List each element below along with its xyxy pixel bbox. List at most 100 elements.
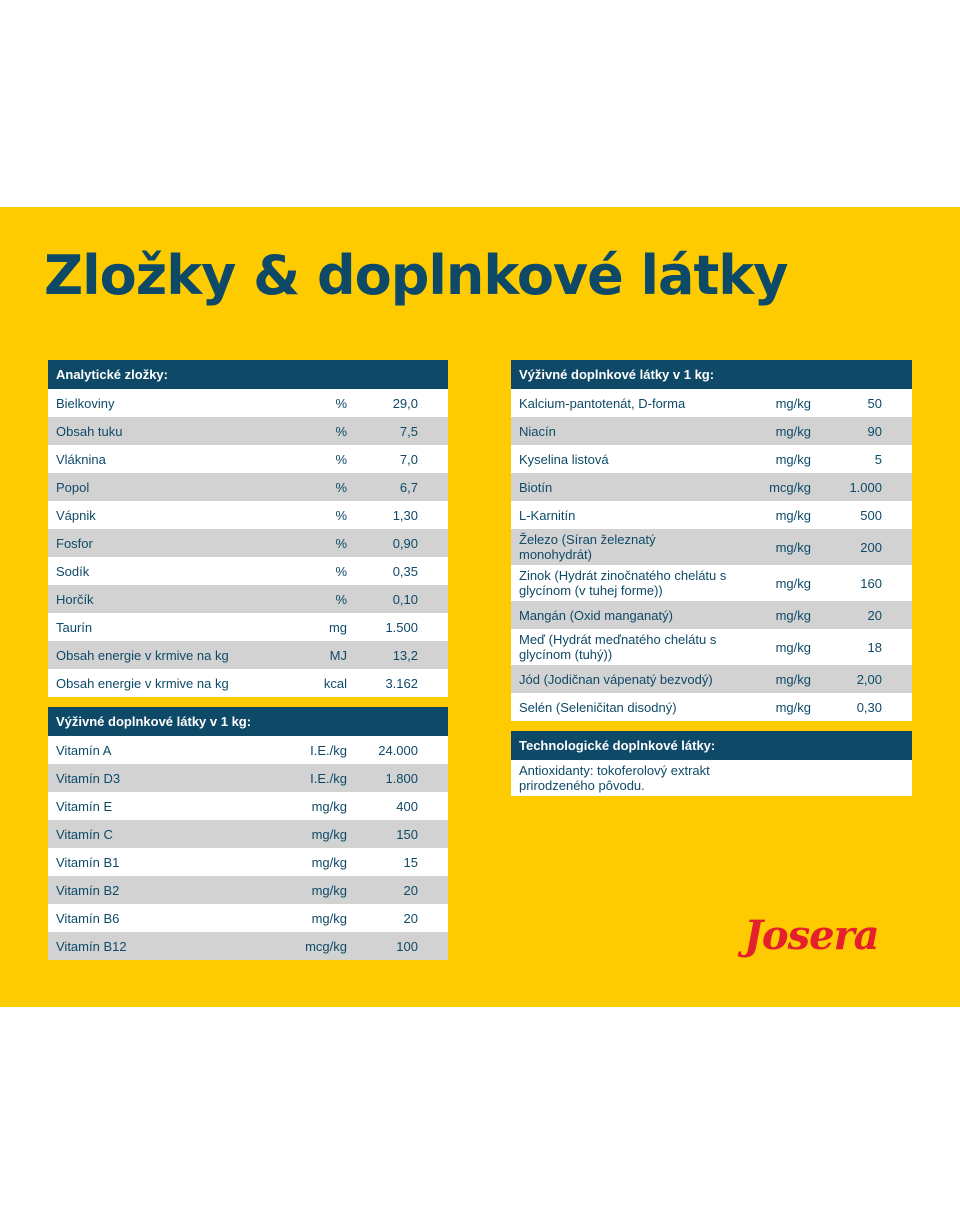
row-label: Vitamín B2	[56, 882, 120, 898]
table-row: Obsah energie v krmive na kg kcal 3.162	[48, 669, 448, 697]
table: Technologické doplnkové látky: Antioxidan…	[511, 731, 912, 796]
row-value: 150	[396, 826, 418, 842]
row-label: Selén (Seleničitan disodný)	[519, 699, 677, 715]
row-label: Zinok (Hydrát zinočnatého chelátu s glyc…	[519, 568, 727, 598]
row-unit: mg/kg	[311, 882, 347, 898]
row-label: Taurín	[56, 619, 93, 635]
row-unit: mg/kg	[311, 910, 347, 926]
table-row: Vápnik% 1,30	[48, 501, 448, 529]
row-label: Kalcium-pantotenát, D-forma	[519, 395, 686, 411]
table-row: Bielkoviny% 29,0	[48, 389, 448, 417]
table-row: Vláknina% 7,0	[48, 445, 448, 473]
row-value: 0,90	[392, 535, 418, 551]
row-label: L-Karnitín	[519, 507, 576, 523]
row-label: Popol	[56, 479, 90, 495]
table: Výživné doplnkové látky v 1 kg: Kalcium-p…	[511, 360, 912, 721]
row-unit: mg/kg	[775, 699, 811, 715]
row-unit: kcal	[323, 675, 347, 691]
table-row: Niacín mg/kg 90	[511, 417, 912, 445]
row-label: Jód (Jodičnan vápenatý bezvodý)	[519, 671, 713, 687]
row-value: 7,0	[399, 451, 418, 467]
table-row: Popol% 6,7	[48, 473, 448, 501]
row-value: 500	[860, 507, 882, 523]
table-row: Selén (Seleničitan disodný) mg/kg 0,30	[511, 693, 912, 721]
row-unit: mg/kg	[775, 507, 811, 523]
row-unit: mcg/kg	[769, 479, 811, 495]
row-unit: I.E./kg	[310, 742, 347, 758]
row-unit: mg/kg	[775, 639, 811, 655]
row-label: Niacín	[519, 423, 556, 439]
table-body: Kalcium-pantotenát, D-forma mg/kg 50 Niacín…	[511, 389, 912, 721]
row-label: Vitamín C	[56, 826, 113, 842]
row-label: Mangán (Oxid manganatý)	[519, 607, 673, 623]
table-row: Obsah energie v krmive na kg MJ 13,2	[48, 641, 448, 669]
table-body: Antioxidanty: tokoferolový extrakt priro…	[511, 760, 912, 796]
table-header: Výživné doplnkové látky v 1 kg:	[511, 360, 912, 389]
row-unit: MJ	[329, 647, 347, 663]
row-value: 1.500	[385, 619, 418, 635]
row-label: Meď (Hydrát meďnatého chelátu s glycínom…	[519, 632, 717, 662]
table-row: Jód (Jodičnan vápenatý bezvodý) mg/kg 2,00	[511, 665, 912, 693]
table-row: L-Karnitín mg/kg 500	[511, 501, 912, 529]
logo: Josera	[744, 912, 880, 959]
table-row: Vitamín A I.E./kg 24.000	[48, 736, 448, 764]
row-unit: %	[335, 591, 347, 607]
row-label: Vitamín B6	[56, 910, 120, 926]
row-value: 6,7	[399, 479, 418, 495]
table-row: Vitamín B6 mg/kg 20	[48, 904, 448, 932]
table-header: Technologické doplnkové látky:	[511, 731, 912, 760]
row-unit: mg/kg	[775, 671, 811, 687]
row-label: Kyselina listová	[519, 451, 609, 467]
row-value: 18	[867, 639, 882, 655]
row-label: Vitamín A	[56, 742, 112, 758]
row-unit: I.E./kg	[310, 770, 347, 786]
row-unit: mg/kg	[775, 607, 811, 623]
row-label: Vláknina	[56, 451, 106, 467]
row-unit: mg/kg	[775, 451, 811, 467]
row-label: Vitamín E	[56, 798, 113, 814]
row-unit: %	[335, 423, 347, 439]
row-unit: mg/kg	[775, 423, 811, 439]
table-row: Biotín mcg/kg 1.000	[511, 473, 912, 501]
row-unit: mg/kg	[311, 798, 347, 814]
row-label: Sodík	[56, 563, 90, 579]
table-row: Vitamín B12 mcg/kg 100	[48, 932, 448, 960]
table-row: Kalcium-pantotenát, D-forma mg/kg 50	[511, 389, 912, 417]
row-value: 20	[403, 910, 418, 926]
row-value: 29,0	[392, 395, 418, 411]
table-header: Výživné doplnkové látky v 1 kg:	[48, 707, 448, 736]
row-value: 160	[860, 575, 882, 591]
table-row: Vitamín B2 mg/kg 20	[48, 876, 448, 904]
row-unit: mg/kg	[311, 854, 347, 870]
table-row: Mangán (Oxid manganatý) mg/kg 20	[511, 601, 912, 629]
table-row: Vitamín D3 I.E./kg 1.800	[48, 764, 448, 792]
right-column: Výživné doplnkové látky v 1 kg: Kalcium-p…	[511, 360, 912, 796]
row-label: Horčík	[56, 591, 94, 607]
table: Výživné doplnkové látky v 1 kg: Vitamín A…	[48, 707, 448, 960]
row-unit: %	[335, 535, 347, 551]
row-unit: %	[335, 507, 347, 523]
row-value: 2,00	[856, 671, 882, 687]
row-label: Fosfor	[56, 535, 93, 551]
table-row: Železo (Síran železnatý monohydrát) mg/kg…	[511, 529, 912, 565]
row-label: Obsah energie v krmive na kg	[56, 647, 229, 663]
row-value: 20	[403, 882, 418, 898]
row-label: Vitamín B12	[56, 938, 127, 954]
table-row: Taurín mg 1.500	[48, 613, 448, 641]
left-column: Analytické zložky: Bielkoviny% 29,0 Obsah t…	[48, 360, 448, 960]
table-header: Analytické zložky:	[48, 360, 448, 389]
row-value: 50	[867, 395, 882, 411]
row-unit: mg/kg	[311, 826, 347, 842]
table-row: Kyselina listová mg/kg 5	[511, 445, 912, 473]
row-unit: %	[335, 451, 347, 467]
row-label: Vitamín B1	[56, 854, 120, 870]
table-row: Sodík% 0,35	[48, 557, 448, 585]
table-row: Horčík% 0,10	[48, 585, 448, 613]
row-value: 3.162	[385, 675, 418, 691]
row-value: 0,35	[392, 563, 418, 579]
table-row: Zinok (Hydrát zinočnatého chelátu s glyc…	[511, 565, 912, 601]
row-unit: mg/kg	[775, 575, 811, 591]
row-value: 20	[867, 607, 882, 623]
row-label: Obsah energie v krmive na kg	[56, 675, 229, 691]
